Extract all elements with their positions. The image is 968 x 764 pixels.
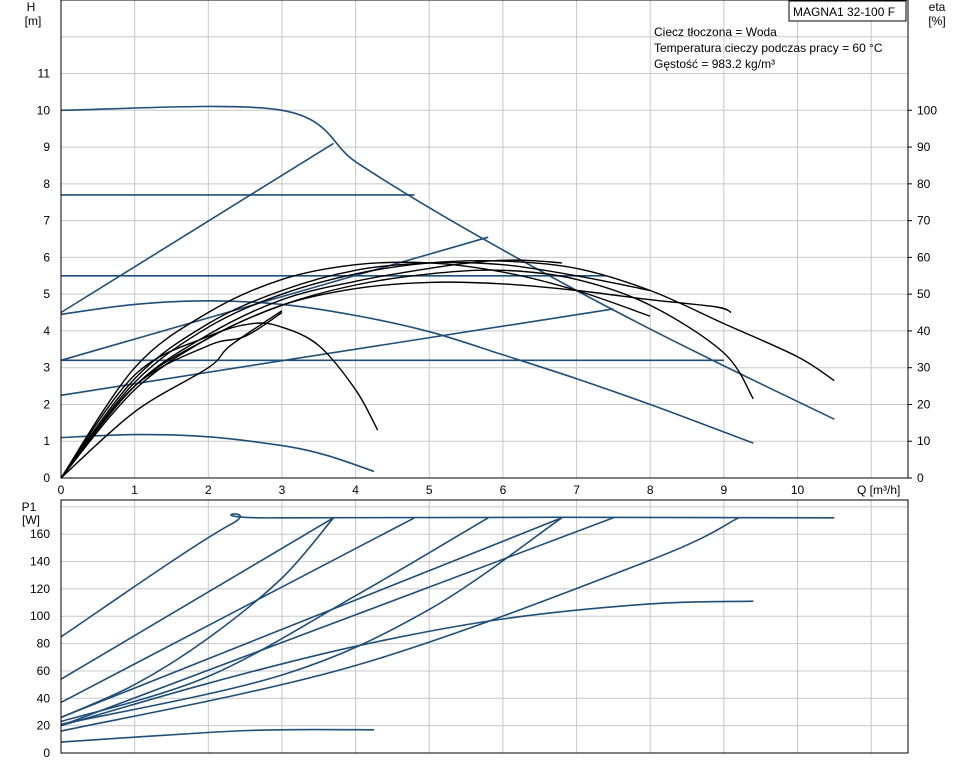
power-series xyxy=(60,513,835,743)
x-tick-label: 7 xyxy=(573,483,580,497)
power-curve-5 xyxy=(60,517,563,719)
efficiency-curve-10 xyxy=(60,259,835,479)
efficiency-curve-15 xyxy=(60,322,379,479)
head-curve-7 xyxy=(60,299,754,444)
head-curve-6 xyxy=(60,308,614,397)
p1-tick-label: 100 xyxy=(30,609,50,623)
head-grid xyxy=(61,0,908,478)
y-tick-label: 10 xyxy=(37,103,51,117)
p1-tick-label: 40 xyxy=(37,691,51,705)
x-tick-label: 1 xyxy=(131,483,138,497)
y-tick-label: 2 xyxy=(43,397,50,411)
x-tick-label: 2 xyxy=(205,483,212,497)
power-curve-3 xyxy=(60,517,415,704)
y2-tick-label: 80 xyxy=(917,177,931,191)
power-curve-2 xyxy=(60,517,335,719)
x-tick-label: 5 xyxy=(426,483,433,497)
power-curve-4 xyxy=(60,517,489,723)
y-tick-label: 3 xyxy=(43,361,50,375)
y-axis-label-h: H xyxy=(27,0,36,14)
y-tick-label: 1 xyxy=(43,434,50,448)
y-tick-label: 8 xyxy=(43,177,50,191)
y-axis-label-p1: P1 xyxy=(22,500,37,514)
y2-tick-label: 50 xyxy=(917,287,931,301)
head-efficiency-series xyxy=(60,105,835,479)
efficiency-curve-16 xyxy=(60,311,283,479)
p1-tick-label: 120 xyxy=(30,582,50,596)
y2-tick-label: 100 xyxy=(917,103,937,117)
power-curve-10 xyxy=(60,728,375,743)
head-curve-8 xyxy=(60,433,375,473)
power-curve-0 xyxy=(60,513,835,638)
p1-tick-label: 0 xyxy=(43,746,50,760)
y2-tick-label: 20 xyxy=(917,397,931,411)
y2-tick-label: 40 xyxy=(917,324,931,338)
y2-tick-label: 10 xyxy=(917,434,931,448)
head-plot-frame xyxy=(60,0,909,479)
x-tick-label: 3 xyxy=(279,483,286,497)
y-tick-label: 4 xyxy=(43,324,50,338)
x-tick-label: 8 xyxy=(647,483,654,497)
x-axis-label-q: Q [m³/h] xyxy=(857,483,900,497)
p1-tick-label: 60 xyxy=(37,664,51,678)
info-line-temperature: Temperatura cieczy podczas pracy = 60 °C xyxy=(654,41,883,55)
p1-tick-label: 140 xyxy=(30,555,50,569)
y-axis-unit-h: [m] xyxy=(25,14,42,28)
efficiency-curve-12 xyxy=(60,261,651,479)
y2-axis-unit-eta: [%] xyxy=(928,14,945,28)
y2-tick-label: 90 xyxy=(917,140,931,154)
power-plot-frame xyxy=(60,499,909,754)
info-line-density: Gęstość = 983.2 kg/m³ xyxy=(654,57,775,71)
model-label: MAGNA1 32-100 F xyxy=(793,5,895,19)
x-tick-label: 4 xyxy=(352,483,359,497)
y2-axis-label-eta: eta xyxy=(929,0,946,14)
p1-tick-label: 20 xyxy=(37,719,51,733)
y-tick-label: 11 xyxy=(38,67,51,81)
model-label-frame xyxy=(788,0,907,22)
tick-labels: 0 1 2 3 4 5 6 7 8 9 100123456789101101020304050607… xyxy=(30,67,937,760)
y2-tick-label: 30 xyxy=(917,361,931,375)
p1-tick-label: 160 xyxy=(30,527,50,541)
head-curve-5 xyxy=(60,236,489,362)
x-tick-label: 0 xyxy=(58,483,65,497)
y-tick-label: 5 xyxy=(43,287,50,301)
power-curve-1 xyxy=(60,517,334,680)
y2-tick-label: 70 xyxy=(917,214,931,228)
power-curve-8 xyxy=(60,517,739,732)
p1-tick-label: 80 xyxy=(37,637,51,651)
efficiency-curve-13 xyxy=(60,281,732,479)
y-tick-label: 7 xyxy=(43,214,50,228)
power-curve-7 xyxy=(60,517,614,727)
x-tick-label: 6 xyxy=(500,483,507,497)
model-label-box: MAGNA1 32-100 F xyxy=(788,0,907,22)
power-grid xyxy=(61,500,908,753)
power-curve-6 xyxy=(60,517,563,726)
head-curve-4 xyxy=(60,142,334,314)
x-tick-label: 10 xyxy=(791,483,805,497)
y-tick-label: 9 xyxy=(43,140,50,154)
head-curve-0 xyxy=(60,105,835,420)
efficiency-curve-9 xyxy=(60,269,754,479)
y2-tick-label: 0 xyxy=(917,471,924,485)
efficiency-curve-11 xyxy=(60,259,562,479)
y-tick-label: 0 xyxy=(43,471,50,485)
info-line-liquid: Ciecz tłoczona = Woda xyxy=(654,25,777,39)
y-axis-unit-p1: [W] xyxy=(22,513,40,527)
x-tick-label: 9 xyxy=(721,483,728,497)
efficiency-curve-17 xyxy=(60,261,651,479)
power-curve-9 xyxy=(60,600,754,727)
y2-tick-label: 60 xyxy=(917,250,931,264)
y-tick-label: 6 xyxy=(43,250,50,264)
